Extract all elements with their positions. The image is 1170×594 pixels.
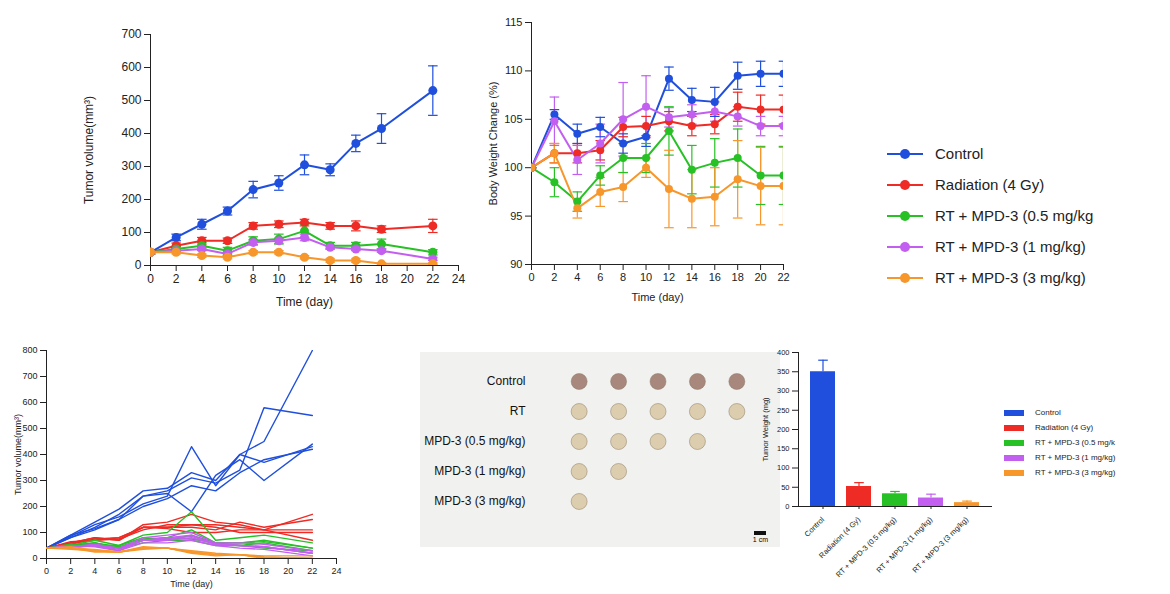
svg-text:200: 200 [121,192,141,206]
svg-text:300: 300 [121,159,141,173]
svg-text:300: 300 [22,475,37,485]
svg-text:2: 2 [551,271,557,283]
svg-text:10: 10 [162,566,172,576]
svg-text:0: 0 [147,272,154,286]
svg-text:0: 0 [44,566,49,576]
svg-text:8: 8 [250,272,257,286]
html-text:1 cm: 1 cm [752,536,768,543]
svg-text:700: 700 [22,371,37,381]
svg-text:20: 20 [283,566,293,576]
svg-text:RT: RT [510,404,526,418]
svg-text:100: 100 [777,463,790,472]
svg-text:115: 115 [505,16,523,28]
svg-text:14: 14 [323,272,337,286]
svg-text:6: 6 [597,271,603,283]
svg-text:10: 10 [272,272,286,286]
svg-text:300: 300 [777,386,790,395]
html-text:Control: Control [935,145,984,162]
svg-text:20: 20 [754,271,766,283]
svg-text:600: 600 [121,60,141,74]
svg-text:250: 250 [777,406,790,415]
svg-text:400: 400 [121,126,141,140]
svg-text:Tumor Weight (mg): Tumor Weight (mg) [761,397,770,462]
svg-text:18: 18 [375,272,389,286]
svg-text:20: 20 [400,272,414,286]
svg-text:350: 350 [777,367,790,376]
svg-text:22: 22 [777,271,789,283]
svg-text:110: 110 [505,64,523,76]
svg-text:10: 10 [640,271,652,283]
html-text:Radiation (4 Gy): Radiation (4 Gy) [1035,423,1094,432]
svg-text:18: 18 [732,271,744,283]
svg-text:400: 400 [777,348,790,357]
svg-text:24: 24 [331,566,341,576]
svg-text:Tumor volume(mm³): Tumor volume(mm³) [82,96,96,204]
html-text:Radiation (4 Gy): Radiation (4 Gy) [935,176,1045,193]
svg-text:RT + MPD-3 (3 mg/kg): RT + MPD-3 (3 mg/kg) [910,515,970,575]
svg-text:200: 200 [777,425,790,434]
svg-text:Body Weight Change (%): Body Weight Change (%) [487,82,499,206]
svg-text:500: 500 [22,423,37,433]
svg-text:0: 0 [135,258,142,272]
svg-text:22: 22 [426,272,440,286]
html-text:RT + MPD-3 (1 mg/kg): RT + MPD-3 (1 mg/kg) [935,238,1086,255]
svg-text:95: 95 [510,210,522,222]
svg-text:4: 4 [198,272,205,286]
svg-text:12: 12 [186,566,196,576]
svg-text:600: 600 [22,397,37,407]
svg-text:Tumor volume(mm³): Tumor volume(mm³) [13,414,23,495]
svg-text:12: 12 [663,271,675,283]
svg-text:RT + MPD-3 (0.5 mg/kg): RT + MPD-3 (0.5 mg/kg) [834,515,898,579]
svg-text:Time (day): Time (day) [276,295,333,309]
html-text:RT + MPD-3 (3 mg/kg): RT + MPD-3 (3 mg/kg) [1035,468,1116,477]
svg-text:Control: Control [487,374,526,388]
svg-text:8: 8 [620,271,626,283]
html-text:RT + MPD-3 (1 mg/kg): RT + MPD-3 (1 mg/kg) [1035,453,1116,462]
svg-text:Time (day): Time (day) [631,291,683,303]
svg-text:105: 105 [504,113,522,125]
svg-text:2: 2 [173,272,180,286]
svg-text:16: 16 [349,272,363,286]
svg-text:2: 2 [68,566,73,576]
svg-text:6: 6 [116,566,121,576]
svg-text:18: 18 [259,566,269,576]
svg-text:16: 16 [235,566,245,576]
svg-text:100: 100 [121,225,141,239]
svg-text:12: 12 [298,272,312,286]
svg-text:90: 90 [510,258,522,270]
svg-text:14: 14 [686,271,698,283]
svg-text:Control: Control [803,515,827,539]
svg-text:0: 0 [32,553,37,563]
svg-text:100: 100 [22,527,37,537]
svg-text:Radiation (4 Gy): Radiation (4 Gy) [817,515,863,561]
svg-text:150: 150 [777,444,790,453]
svg-text:Time (day): Time (day) [170,579,213,589]
svg-text:MPD-3 (0.5 mg/kg): MPD-3 (0.5 mg/kg) [424,434,525,448]
svg-text:MPD-3 (1 mg/kg): MPD-3 (1 mg/kg) [434,464,525,478]
svg-text:100: 100 [504,161,522,173]
svg-text:700: 700 [121,27,141,41]
html-text:Control: Control [1035,408,1061,417]
svg-text:50: 50 [781,483,789,492]
svg-text:MPD-3 (3 mg/kg): MPD-3 (3 mg/kg) [434,494,525,508]
html-text:RT + MPD-3 (0.5 mg/k: RT + MPD-3 (0.5 mg/k [1035,438,1115,447]
svg-text:24: 24 [452,272,466,286]
svg-text:RT + MPD-3 (1 mg/kg): RT + MPD-3 (1 mg/kg) [874,515,935,575]
svg-text:22: 22 [307,566,317,576]
svg-text:6: 6 [224,272,231,286]
svg-text:0: 0 [528,271,534,283]
svg-text:4: 4 [574,271,580,283]
html-text:RT + MPD-3 (0.5 mg/kg: RT + MPD-3 (0.5 mg/kg [935,207,1094,224]
svg-text:0: 0 [785,502,789,511]
svg-text:8: 8 [141,566,146,576]
svg-text:14: 14 [211,566,221,576]
svg-text:800: 800 [22,345,37,355]
svg-text:400: 400 [22,449,37,459]
svg-text:4: 4 [92,566,97,576]
svg-text:200: 200 [22,501,37,511]
svg-text:16: 16 [709,271,721,283]
svg-text:500: 500 [121,93,141,107]
html-text:RT + MPD-3 (3 mg/kg): RT + MPD-3 (3 mg/kg) [935,269,1086,286]
